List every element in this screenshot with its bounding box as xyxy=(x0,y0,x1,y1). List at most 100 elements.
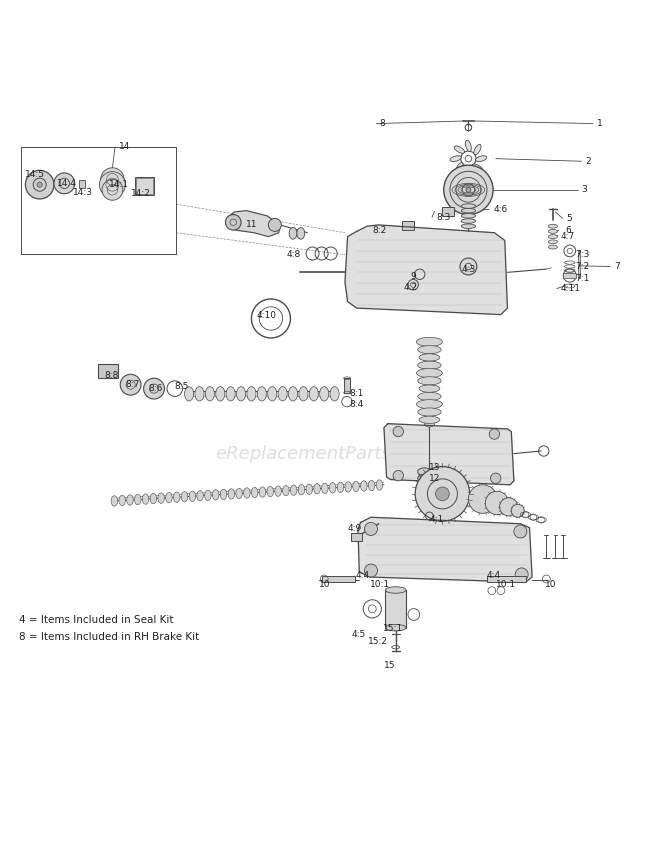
Ellipse shape xyxy=(143,494,149,504)
Circle shape xyxy=(485,491,508,514)
Circle shape xyxy=(511,504,524,518)
Ellipse shape xyxy=(418,408,441,416)
Text: 15:2: 15:2 xyxy=(368,638,388,647)
Text: 7:2: 7:2 xyxy=(575,262,590,271)
Text: 14:1: 14:1 xyxy=(109,180,128,190)
Circle shape xyxy=(225,214,241,230)
Ellipse shape xyxy=(195,387,204,401)
Ellipse shape xyxy=(424,375,435,382)
Ellipse shape xyxy=(548,245,557,249)
Text: 8:7: 8:7 xyxy=(126,380,140,389)
Circle shape xyxy=(365,523,378,536)
Text: 8:8: 8:8 xyxy=(105,371,119,380)
Ellipse shape xyxy=(236,488,242,499)
Ellipse shape xyxy=(197,490,203,501)
Ellipse shape xyxy=(275,486,281,496)
Circle shape xyxy=(268,218,281,231)
Circle shape xyxy=(514,525,527,538)
Circle shape xyxy=(37,182,42,187)
Circle shape xyxy=(365,564,378,577)
Ellipse shape xyxy=(247,387,256,401)
Ellipse shape xyxy=(158,493,165,503)
Text: 4:4: 4:4 xyxy=(486,571,501,581)
Ellipse shape xyxy=(456,162,463,173)
Ellipse shape xyxy=(181,491,187,502)
Ellipse shape xyxy=(243,488,250,498)
Ellipse shape xyxy=(204,490,211,501)
Ellipse shape xyxy=(299,387,308,401)
Ellipse shape xyxy=(345,482,352,492)
Ellipse shape xyxy=(419,354,440,361)
Ellipse shape xyxy=(424,348,435,354)
Text: 6: 6 xyxy=(566,225,572,235)
Circle shape xyxy=(393,427,404,437)
Ellipse shape xyxy=(173,492,180,502)
Text: 4:6: 4:6 xyxy=(493,205,507,214)
Ellipse shape xyxy=(424,384,435,390)
Circle shape xyxy=(444,165,493,214)
Ellipse shape xyxy=(278,387,287,401)
Ellipse shape xyxy=(424,411,435,418)
Ellipse shape xyxy=(419,385,440,392)
Ellipse shape xyxy=(418,361,441,370)
Ellipse shape xyxy=(119,496,126,506)
Ellipse shape xyxy=(548,240,557,244)
Ellipse shape xyxy=(205,387,214,401)
Bar xyxy=(486,575,525,582)
Ellipse shape xyxy=(226,387,235,401)
Ellipse shape xyxy=(135,495,141,505)
Circle shape xyxy=(469,484,497,513)
Bar xyxy=(322,575,355,582)
Text: 7:1: 7:1 xyxy=(575,274,590,283)
Ellipse shape xyxy=(385,586,406,593)
Polygon shape xyxy=(384,423,514,484)
Ellipse shape xyxy=(150,493,157,504)
Bar xyxy=(135,177,154,195)
Text: 4:3: 4:3 xyxy=(462,264,476,274)
Text: 15:1: 15:1 xyxy=(383,625,403,633)
Text: 8:1: 8:1 xyxy=(349,389,363,399)
Text: 10:1: 10:1 xyxy=(370,580,390,589)
Circle shape xyxy=(25,170,54,199)
Ellipse shape xyxy=(418,346,441,354)
Ellipse shape xyxy=(289,228,297,239)
Text: 8:4: 8:4 xyxy=(349,400,363,409)
Ellipse shape xyxy=(236,387,245,401)
Ellipse shape xyxy=(267,486,273,496)
Text: 10: 10 xyxy=(545,580,557,589)
Ellipse shape xyxy=(465,166,471,177)
Ellipse shape xyxy=(418,468,431,476)
Text: 10: 10 xyxy=(319,580,331,589)
Text: 8:3: 8:3 xyxy=(436,212,450,222)
Ellipse shape xyxy=(166,492,173,503)
Ellipse shape xyxy=(454,146,465,153)
Text: 3: 3 xyxy=(581,185,587,195)
Circle shape xyxy=(515,568,528,581)
Circle shape xyxy=(120,374,141,395)
Ellipse shape xyxy=(189,491,195,501)
Ellipse shape xyxy=(337,482,344,492)
Text: 5: 5 xyxy=(566,214,572,223)
Ellipse shape xyxy=(329,483,336,493)
Circle shape xyxy=(54,173,75,194)
Text: 2: 2 xyxy=(585,156,591,166)
Text: 4 = Items Included in Seal Kit: 4 = Items Included in Seal Kit xyxy=(19,615,173,625)
Text: 11: 11 xyxy=(246,220,258,230)
Circle shape xyxy=(460,258,477,275)
Circle shape xyxy=(436,487,449,501)
Ellipse shape xyxy=(424,421,435,427)
Text: 8 = Items Included in RH Brake Kit: 8 = Items Included in RH Brake Kit xyxy=(19,632,199,642)
Text: 4:9: 4:9 xyxy=(348,524,362,534)
Text: 13: 13 xyxy=(430,463,441,473)
Text: 14:4: 14:4 xyxy=(57,178,76,188)
Bar xyxy=(563,273,576,278)
Ellipse shape xyxy=(283,485,289,496)
Circle shape xyxy=(489,429,499,439)
Ellipse shape xyxy=(417,369,443,377)
Text: 12: 12 xyxy=(430,473,441,483)
Ellipse shape xyxy=(424,394,435,399)
Text: 8: 8 xyxy=(380,119,385,128)
Ellipse shape xyxy=(361,481,367,491)
Bar xyxy=(443,207,454,216)
Ellipse shape xyxy=(290,485,297,496)
